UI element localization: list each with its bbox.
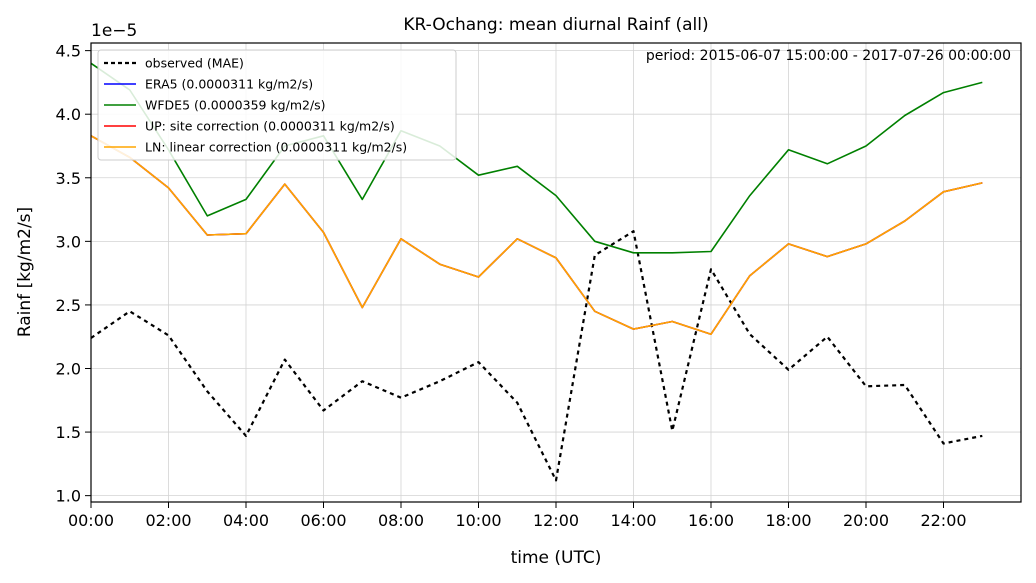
y-axis-offset-label: 1e−5 [91,21,137,41]
x-axis-label: time (UTC) [511,548,602,568]
legend-label-1: ERA5 (0.0000311 kg/m2/s) [145,77,313,92]
x-tick-label: 10:00 [455,511,501,530]
legend-box [97,49,457,161]
y-tick-label: 4.0 [56,105,81,124]
legend-label-4: LN: linear correction (0.0000311 kg/m2/s… [145,140,407,155]
x-tick-label: 12:00 [533,511,579,530]
legend-items: observed (MAE) ERA5 (0.0000311 kg/m2/s) WF… [104,56,407,155]
y-axis-label: Rainf [kg/m2/s] [15,207,35,337]
y-tick-label: 3.5 [56,169,81,188]
series-line-2 [90,62,983,254]
x-tick-label: 18:00 [765,511,811,530]
x-tick-label: 16:00 [688,511,734,530]
x-tick-label: 08:00 [378,511,424,530]
chart-title: KR-Ochang: mean diurnal Rainf (all) [403,15,708,35]
period-annotation: period: 2015-06-07 15:00:00 - 2017-07-26… [646,48,1011,64]
x-tick-label: 04:00 [223,511,269,530]
legend: observed (MAE) ERA5 (0.0000311 kg/m2/s) WF… [97,49,457,161]
series-layer [90,62,983,482]
x-tick-label: 00:00 [68,511,114,530]
axis-layer: 00:00 02:00 04:00 06:00 08:00 10:00 12:00 14:00… [56,42,967,530]
y-tick-label: 2.0 [56,359,81,378]
series-line-4 [90,135,983,336]
x-tick-label: 02:00 [145,511,191,530]
y-tick-label: 4.5 [56,42,81,61]
y-tick-label: 2.5 [56,296,81,315]
legend-label-3: UP: site correction (0.0000311 kg/m2/s) [145,119,395,134]
legend-label-0: observed (MAE) [145,56,244,71]
y-tick-label: 1.0 [56,487,81,506]
legend-label-2: WFDE5 (0.0000359 kg/m2/s) [145,98,326,113]
y-tick-label: 1.5 [56,423,81,442]
x-tick-label: 20:00 [843,511,889,530]
x-tick-label: 06:00 [300,511,346,530]
x-tick-label: 22:00 [920,511,966,530]
series-line-0 [90,230,983,482]
y-tick-label: 3.0 [56,232,81,251]
x-tick-label: 14:00 [610,511,656,530]
